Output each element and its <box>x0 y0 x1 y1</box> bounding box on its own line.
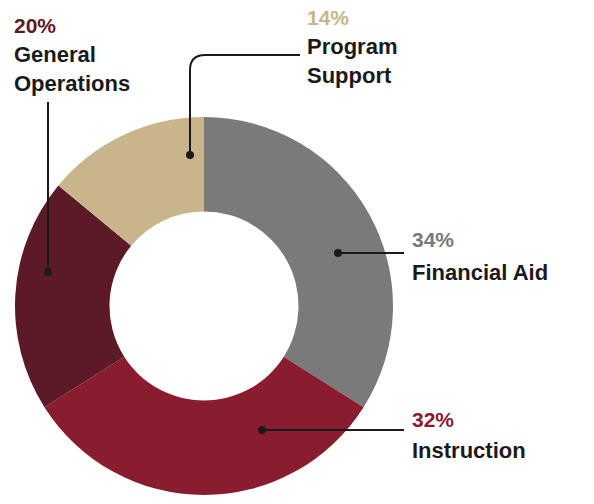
svg-text:32%: 32% <box>412 408 454 431</box>
svg-text:GeneralOperations: GeneralOperations <box>14 42 130 96</box>
svg-text:34%: 34% <box>412 228 454 251</box>
svg-text:ProgramSupport: ProgramSupport <box>307 34 397 88</box>
svg-text:Financial Aid: Financial Aid <box>412 260 548 285</box>
svg-text:14%: 14% <box>307 6 349 29</box>
svg-text:20%: 20% <box>14 14 56 37</box>
svg-text:Instruction: Instruction <box>412 438 526 463</box>
